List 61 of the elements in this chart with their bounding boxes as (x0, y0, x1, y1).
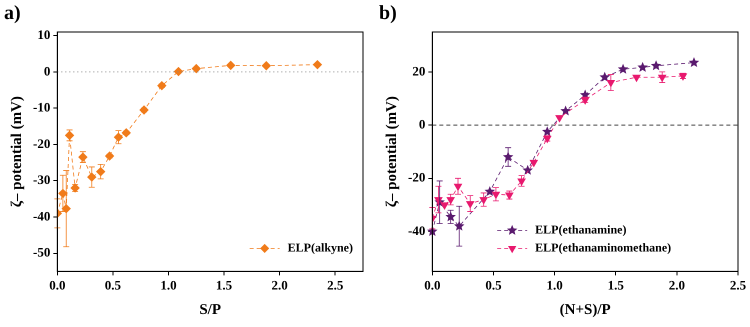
x-axis-title: (N+S)/P (560, 302, 611, 318)
y-tick-label: 20 (412, 63, 426, 78)
y-tick-label: -20 (408, 170, 426, 185)
point (484, 186, 496, 196)
y-tick-label: 0 (44, 63, 50, 78)
legend-label: ELP(ethanaminomethane) (535, 240, 672, 254)
point (262, 61, 271, 70)
legend-label: ELP(alkyne) (288, 240, 354, 254)
text: a) (4, 2, 21, 25)
point (658, 74, 666, 82)
legend-label: ELP(ethanamine) (535, 222, 627, 236)
y-tick-label: -40 (32, 208, 50, 224)
point (87, 172, 96, 182)
point (530, 160, 538, 167)
point (226, 60, 236, 70)
point (542, 126, 552, 136)
text: b) (379, 2, 397, 25)
point (599, 72, 610, 82)
y-axis-title: ζ– potential (mV) (384, 96, 400, 208)
point (606, 80, 615, 88)
point (632, 74, 640, 82)
point (466, 201, 474, 208)
point (522, 164, 533, 175)
point (556, 115, 564, 122)
y-tick-label: -40 (408, 222, 426, 238)
point (560, 106, 571, 116)
y-tick-label: -30 (32, 172, 50, 188)
point (192, 64, 201, 74)
point (174, 67, 183, 76)
y-tick-label: -50 (32, 244, 50, 260)
y-tick-label: -10 (32, 100, 50, 115)
x-tick-label: 0.5 (485, 278, 502, 293)
point (480, 197, 488, 204)
x-tick-label: 1.0 (160, 278, 177, 293)
y-axis-title: ζ– potential (mV) (8, 96, 25, 208)
x-tick-label: 1.5 (608, 278, 624, 293)
x-tick-label: 2.0 (272, 278, 288, 293)
y-tick-label: 10 (37, 26, 50, 42)
point (618, 64, 628, 74)
point (688, 57, 700, 68)
point (312, 60, 322, 70)
x-tick-label: 0.0 (49, 278, 66, 293)
x-axis-title: S/P (199, 302, 222, 318)
x-tick-label: 1.0 (546, 278, 563, 293)
point (140, 105, 149, 114)
point (157, 81, 166, 90)
point (96, 167, 106, 176)
x-tick-label: 2.0 (668, 278, 685, 293)
point (650, 60, 662, 70)
point (446, 197, 455, 204)
x-tick-label: 2.5 (327, 278, 344, 293)
x-tick-label: 0.0 (424, 278, 440, 293)
x-tick-label: 1.5 (216, 278, 233, 293)
y-tick-label: 0 (418, 116, 426, 132)
point (105, 152, 114, 161)
point (440, 202, 449, 210)
point (122, 128, 131, 138)
point (637, 62, 648, 72)
x-tick-label: 0.5 (104, 278, 122, 293)
x-tick-label: 2.5 (730, 278, 747, 293)
y-tick-label: -20 (32, 136, 50, 151)
